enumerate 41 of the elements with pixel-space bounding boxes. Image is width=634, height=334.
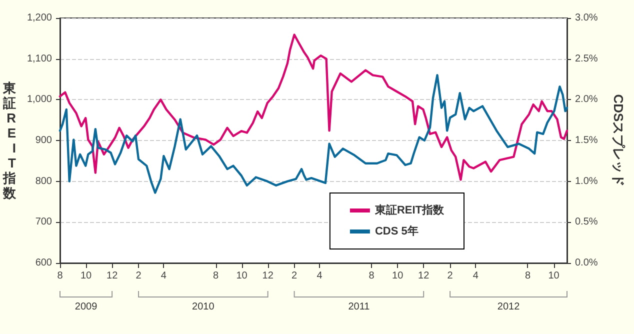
x-tick-label: 4 <box>160 270 167 282</box>
x-tick-label: 10 <box>548 270 560 282</box>
y2-tick-label: 0.5% <box>575 216 598 228</box>
line-series <box>58 34 568 181</box>
y2-tick-label: 2.0% <box>575 94 598 106</box>
x-tick-label: 8 <box>368 270 375 282</box>
x-tick-label: 10 <box>80 270 92 282</box>
text: 2009 <box>74 302 98 312</box>
x-tick-label: 2 <box>136 270 142 282</box>
x-tick-label: 12 <box>106 270 118 282</box>
y-tick-label: 800 <box>35 176 52 187</box>
x-tick-label: 8 <box>212 270 219 282</box>
text: 2010 <box>192 302 215 312</box>
y2-tick-label: 2.5% <box>575 53 598 64</box>
x-tick-label: 2 <box>447 270 454 282</box>
y2-tick-label: 3.0% <box>575 12 598 24</box>
legend-label: CDS 5年 <box>374 224 418 238</box>
y-tick-label: 1,000 <box>26 94 52 106</box>
x-tick-label: 12 <box>262 270 274 282</box>
x-tick-label: 12 <box>418 270 430 282</box>
y-axis-title: 東証REIT指数 <box>2 80 17 200</box>
x-tick-label: 8 <box>524 270 531 282</box>
x-tick-label: 4 <box>316 270 323 282</box>
y-tick-label: 900 <box>35 135 52 146</box>
x-tick-label: 8 <box>57 270 64 282</box>
x-tick-label: 10 <box>392 270 404 282</box>
y-tick-label: 1,100 <box>26 53 52 64</box>
y-tick-label: 600 <box>35 258 52 268</box>
legend-label: 東証REIT指数 <box>374 204 445 216</box>
x-tick-label: 10 <box>236 270 248 282</box>
x-tick-label: 2 <box>292 270 298 282</box>
y2-tick-label: 1.5% <box>575 135 598 146</box>
y-tick-label: 700 <box>35 216 52 228</box>
y2-tick-label: 1.0% <box>575 176 598 187</box>
text: 2012 <box>497 302 520 312</box>
line-series <box>58 74 568 194</box>
y-tick-label: 1,200 <box>26 12 52 24</box>
y2-tick-label: 0.0% <box>575 258 598 268</box>
y2-axis-title: CDSスプレッド <box>611 94 626 187</box>
text: 2011 <box>348 302 370 312</box>
x-tick-label: 4 <box>472 270 479 282</box>
